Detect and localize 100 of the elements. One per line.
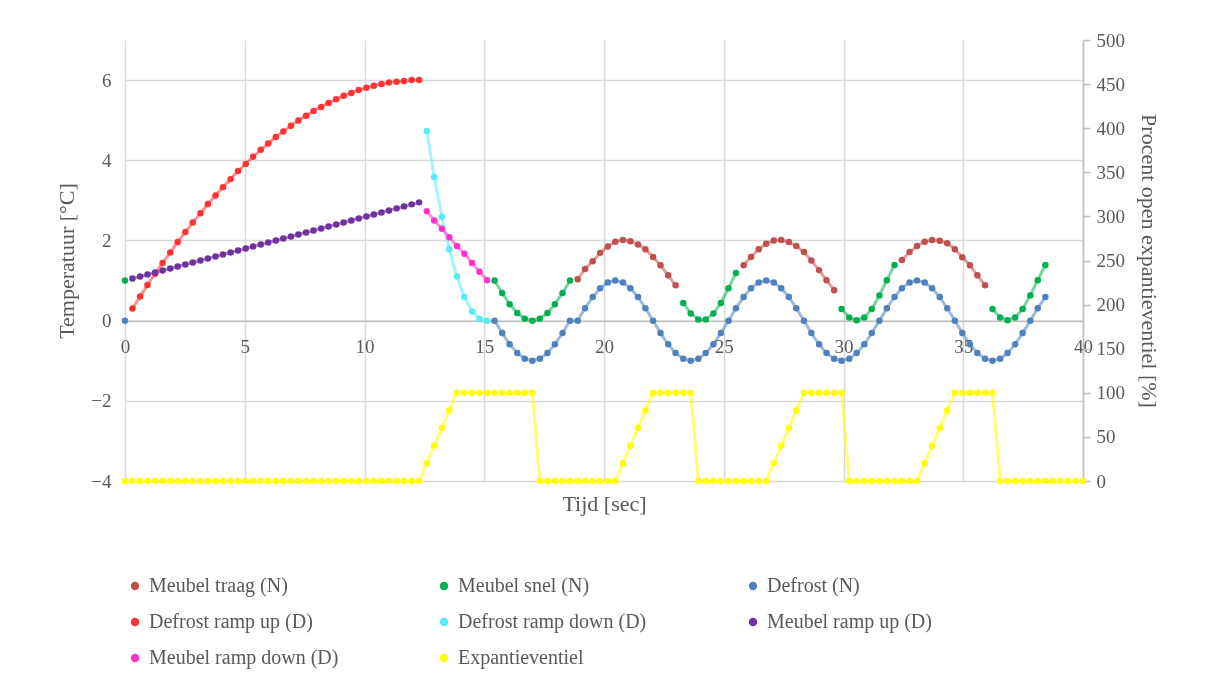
- x-tick-label: 0: [120, 336, 131, 358]
- point: [438, 213, 446, 221]
- point: [687, 310, 694, 317]
- point: [830, 286, 838, 294]
- point: [619, 236, 627, 244]
- point: [280, 235, 287, 242]
- legend-label: Expantieventiel: [458, 646, 584, 669]
- legend-label: Defrost ramp down (D): [458, 610, 647, 633]
- point: [144, 271, 151, 278]
- point: [446, 234, 453, 241]
- point: [876, 292, 883, 299]
- point: [1011, 314, 1019, 321]
- point: [680, 299, 687, 307]
- y-axis-title: Temperatuur [°C]: [54, 183, 80, 339]
- point: [317, 225, 325, 232]
- point: [981, 282, 989, 289]
- point: [657, 262, 664, 269]
- point: [1004, 317, 1011, 324]
- point: [808, 257, 815, 264]
- point: [363, 84, 370, 91]
- y2-axis-title: Procent open expantieventiel [%]: [1137, 114, 1162, 408]
- point: [740, 262, 747, 269]
- point: [536, 315, 544, 322]
- point: [393, 78, 400, 85]
- point: [129, 275, 136, 282]
- point: [370, 82, 378, 89]
- legend-label: Meubel traag (N): [149, 574, 288, 597]
- y2-tick-label: 250: [1096, 250, 1125, 271]
- point: [393, 205, 400, 212]
- point: [355, 86, 362, 94]
- point: [974, 272, 981, 279]
- x-tick-label: 15: [475, 336, 495, 358]
- point: [649, 253, 657, 261]
- point: [385, 79, 393, 86]
- point: [906, 248, 913, 256]
- point: [468, 308, 476, 315]
- point: [219, 251, 227, 258]
- point: [287, 233, 295, 240]
- point: [408, 201, 415, 208]
- point: [1019, 305, 1026, 313]
- point: [189, 259, 197, 266]
- point: [430, 173, 438, 181]
- point: [257, 146, 265, 154]
- point: [913, 242, 921, 250]
- point: [506, 300, 513, 308]
- point: [642, 246, 649, 253]
- point: [174, 263, 181, 270]
- y-tick-label: −2: [91, 390, 112, 412]
- point: [747, 253, 755, 261]
- point: [370, 211, 378, 218]
- point: [408, 76, 415, 84]
- point: [348, 89, 355, 97]
- y2-tick-label: 0: [1096, 470, 1106, 492]
- point: [219, 183, 227, 191]
- y2-tick-label: 150: [1096, 338, 1125, 360]
- y-tick-label: 2: [102, 229, 112, 251]
- y-tick-label: 6: [102, 69, 112, 91]
- point: [189, 219, 197, 226]
- y2-tick-label: 400: [1096, 117, 1125, 139]
- y-tick-label: 0: [102, 310, 112, 332]
- point: [310, 107, 317, 115]
- point: [423, 207, 431, 215]
- point: [400, 77, 408, 85]
- y-tick-label: −4: [91, 470, 112, 492]
- point: [121, 277, 129, 284]
- point: [182, 228, 189, 236]
- point: [951, 246, 959, 253]
- legend-label: Meubel ramp down (D): [149, 646, 339, 669]
- point: [257, 241, 265, 248]
- point: [302, 229, 310, 236]
- point: [996, 314, 1004, 321]
- point: [921, 238, 928, 245]
- point: [378, 80, 385, 88]
- point: [891, 261, 898, 269]
- point: [461, 250, 468, 257]
- point: [846, 314, 853, 321]
- point: [167, 265, 174, 272]
- point: [838, 305, 845, 313]
- point: [325, 223, 332, 230]
- point: [529, 317, 536, 324]
- point: [415, 76, 423, 84]
- point: [989, 305, 996, 313]
- point: [430, 217, 438, 224]
- point: [234, 167, 242, 175]
- point: [159, 259, 166, 267]
- point: [483, 276, 491, 284]
- point: [755, 246, 762, 253]
- x-tick-label: 10: [355, 336, 375, 358]
- point: [762, 240, 770, 247]
- point: [204, 255, 212, 262]
- point: [144, 281, 151, 289]
- point: [476, 315, 483, 323]
- point: [785, 238, 793, 246]
- point: [385, 207, 393, 214]
- point: [1042, 261, 1049, 269]
- x-tick-label: 30: [834, 336, 854, 358]
- y2-tick-label: 300: [1096, 205, 1125, 227]
- point: [249, 153, 257, 160]
- point: [446, 246, 453, 253]
- point: [514, 309, 521, 317]
